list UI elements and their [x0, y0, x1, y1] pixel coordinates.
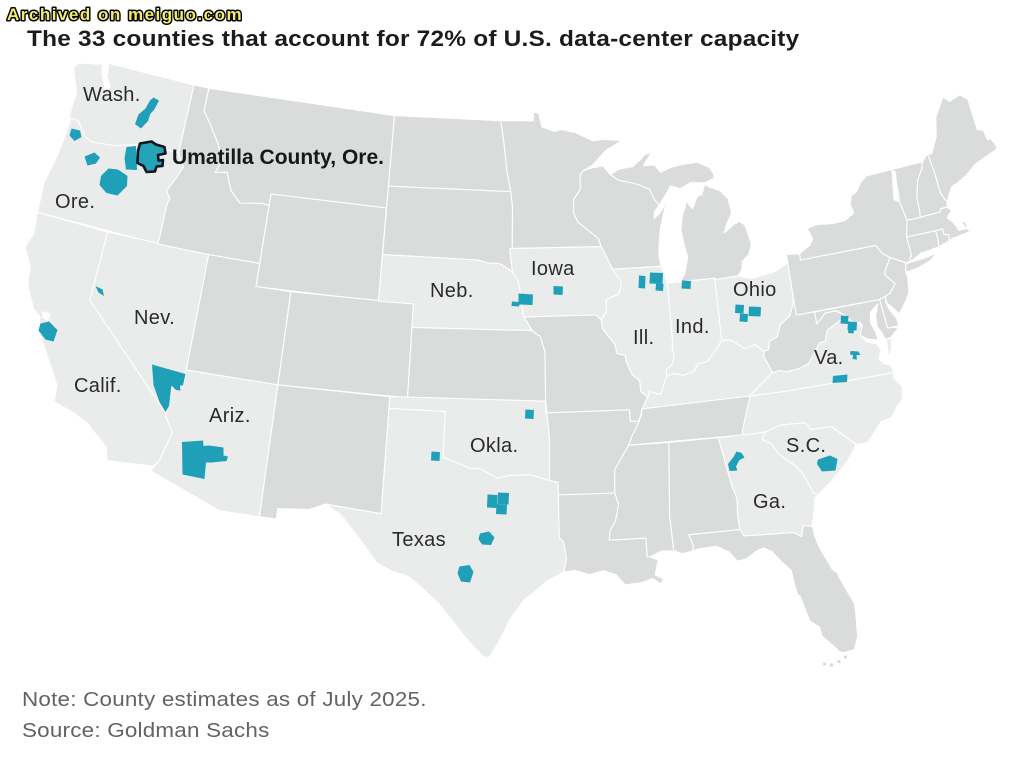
svg-text:Ohio: Ohio: [733, 279, 777, 301]
svg-text:Ill.: Ill.: [633, 327, 654, 349]
svg-text:Texas: Texas: [392, 529, 446, 551]
svg-text:Va.: Va.: [814, 347, 844, 369]
svg-text:Calif.: Calif.: [74, 375, 122, 397]
svg-text:Wash.: Wash.: [83, 84, 141, 106]
svg-text:Umatilla County, Ore.: Umatilla County, Ore.: [172, 146, 384, 169]
svg-text:Ga.: Ga.: [753, 491, 786, 513]
svg-text:Iowa: Iowa: [531, 258, 575, 280]
svg-text:Ind.: Ind.: [675, 316, 710, 338]
svg-text:Nev.: Nev.: [134, 307, 175, 329]
svg-text:Okla.: Okla.: [470, 435, 518, 457]
svg-text:S.C.: S.C.: [786, 435, 826, 457]
svg-text:Neb.: Neb.: [430, 280, 474, 302]
svg-text:Archived on meiguo.com: Archived on meiguo.com: [7, 5, 243, 24]
svg-text:Ariz.: Ariz.: [209, 405, 251, 427]
svg-text:Ore.: Ore.: [55, 191, 95, 213]
